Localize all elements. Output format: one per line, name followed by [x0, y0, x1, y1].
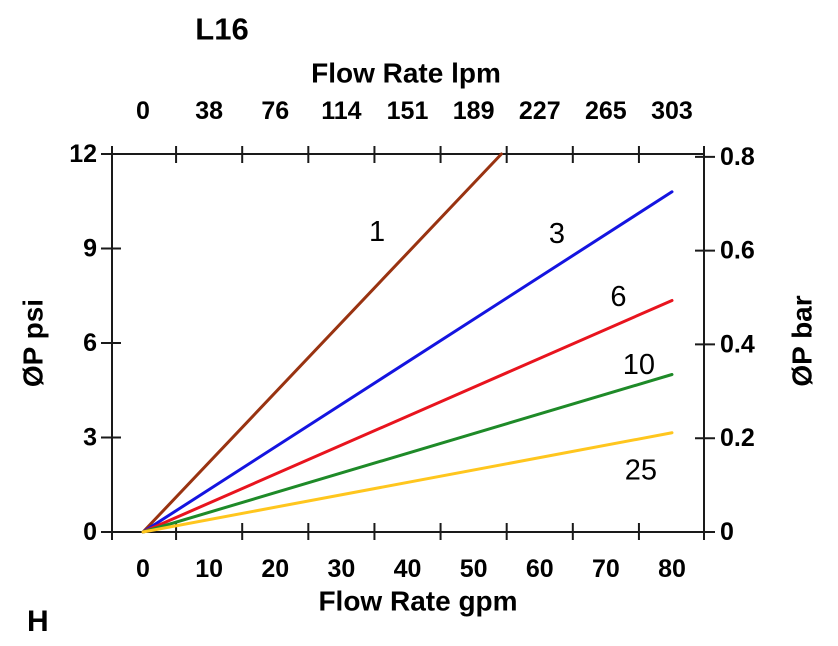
x-axis-top-tick-label: 189 — [453, 97, 495, 125]
x-axis-top-tick-label: 114 — [321, 97, 361, 125]
y-axis-right-tick-label: 0.8 — [720, 143, 755, 171]
x-axis-bottom-tick-label: 40 — [394, 555, 422, 583]
x-axis-bottom-title: Flow Rate gpm — [318, 586, 517, 617]
x-axis-top-title: Flow Rate lpm — [311, 58, 501, 89]
series-label-10: 10 — [623, 349, 655, 381]
plot-border — [111, 153, 705, 533]
y-axis-left-tick-label: 3 — [83, 424, 97, 452]
x-axis-bottom-tick-label: 60 — [526, 555, 554, 583]
y-axis-right-tick-label: 0 — [720, 518, 734, 546]
y-axis-left-title: ØP psi — [18, 299, 49, 387]
y-axis-left-tick-label: 12 — [69, 140, 97, 168]
x-axis-top-tick-label: 151 — [387, 97, 429, 125]
x-axis-top-tick-label: 227 — [519, 97, 561, 125]
series-label-1: 1 — [369, 216, 385, 248]
footer-revision-mark: H — [27, 605, 49, 638]
series-label-3: 3 — [549, 218, 565, 250]
x-axis-bottom-tick-label: 30 — [327, 555, 355, 583]
series-line-3 — [141, 190, 674, 534]
series-line-10 — [141, 373, 674, 534]
x-axis-top-tick-label: 76 — [261, 97, 289, 125]
y-axis-right-tick-label: 0.4 — [720, 330, 755, 358]
series-line-6 — [141, 298, 674, 534]
y-axis-left-tick-label: 9 — [83, 235, 97, 263]
x-axis-top-tick-label: 38 — [195, 97, 223, 125]
series-line-25 — [141, 431, 674, 534]
x-axis-bottom-tick-label: 0 — [136, 555, 150, 583]
y-axis-left-tick-label: 6 — [83, 329, 97, 357]
y-axis-right-title: ØP bar — [787, 295, 818, 386]
x-axis-top-tick-label: 0 — [136, 97, 150, 125]
x-axis-bottom-tick-label: 80 — [658, 555, 686, 583]
chart-title: L16 — [195, 12, 248, 47]
x-axis-bottom-tick-label: 20 — [261, 555, 289, 583]
x-axis-bottom-tick-label: 10 — [195, 555, 223, 583]
series-label-25: 25 — [625, 455, 657, 487]
x-axis-top-tick-label: 303 — [651, 97, 693, 125]
x-axis-top-tick-label: 265 — [585, 97, 627, 125]
series-line-1 — [141, 152, 503, 534]
y-axis-right-tick-label: 0.2 — [720, 424, 755, 452]
x-axis-bottom-tick-label: 50 — [460, 555, 488, 583]
y-axis-right-tick-label: 0.6 — [720, 237, 755, 265]
x-axis-bottom-tick-label: 70 — [592, 555, 620, 583]
series-label-6: 6 — [610, 281, 626, 313]
y-axis-left-tick-label: 0 — [83, 518, 97, 546]
